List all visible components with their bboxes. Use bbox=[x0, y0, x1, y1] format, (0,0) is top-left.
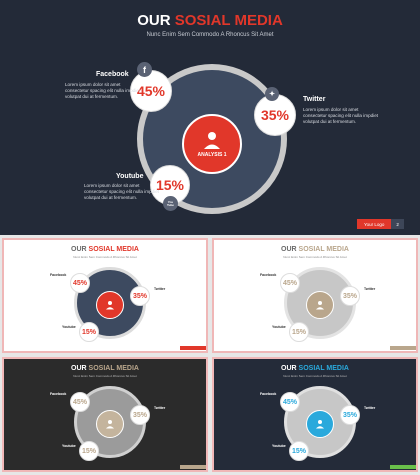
youtube-percent: 15% bbox=[291, 328, 306, 336]
user-icon bbox=[106, 301, 114, 310]
facebook-percent: 45% bbox=[282, 279, 297, 287]
title-prefix: OUR bbox=[71, 365, 87, 372]
facebook-percent-badge: 45% bbox=[280, 273, 300, 293]
facebook-description: Lorem ipsum dolor sit amet consectetur s… bbox=[65, 82, 141, 100]
twitter-icon: ✦ bbox=[265, 87, 279, 101]
title-prefix: OUR bbox=[71, 246, 87, 253]
title-accent: SOSIAL MEDIA bbox=[298, 365, 349, 372]
slide-title: OUR SOSIAL MEDIA bbox=[4, 246, 206, 253]
center-label: ANALYSIS 1 bbox=[197, 152, 227, 158]
slide-title: OUR SOSIAL MEDIA bbox=[4, 365, 206, 372]
logo-bar bbox=[180, 346, 206, 350]
thumbnail-light-red[interactable]: OUR SOSIAL MEDIA Nunc Enim Sem Commodo A… bbox=[2, 238, 208, 353]
youtube-percent-badge: 15% bbox=[289, 441, 309, 461]
youtube-label: Youtube bbox=[62, 325, 76, 329]
youtube-label: Youtube bbox=[272, 325, 286, 329]
facebook-percent-badge: 45% bbox=[130, 70, 172, 112]
title-prefix: OUR bbox=[281, 246, 297, 253]
title-accent: SOSIAL MEDIA bbox=[174, 12, 283, 29]
facebook-percent-badge: 45% bbox=[70, 392, 90, 412]
facebook-label: Facebook bbox=[260, 392, 277, 396]
facebook-percent: 45% bbox=[72, 398, 87, 406]
twitter-percent: 35% bbox=[260, 107, 290, 123]
youtube-percent: 15% bbox=[291, 447, 306, 455]
title-accent: SOSIAL MEDIA bbox=[88, 246, 139, 253]
facebook-percent-badge: 45% bbox=[280, 392, 300, 412]
title-prefix: OUR bbox=[281, 365, 297, 372]
twitter-percent: 35% bbox=[132, 411, 147, 419]
logo-bar bbox=[180, 465, 206, 469]
title-accent: SOSIAL MEDIA bbox=[88, 365, 139, 372]
slide-title: OUR SOSIAL MEDIA bbox=[214, 365, 416, 372]
thumbnail-light-beige[interactable]: OUR SOSIAL MEDIA Nunc Enim Sem Commodo A… bbox=[212, 238, 418, 353]
facebook-label: Facebook bbox=[50, 273, 67, 277]
logo-bar bbox=[390, 465, 416, 469]
thumbnail-navy-blue[interactable]: OUR SOSIAL MEDIA Nunc Enim Sem Commodo A… bbox=[212, 357, 418, 472]
youtube-percent-badge: 15% bbox=[79, 441, 99, 461]
main-slide: OUR SOSIAL MEDIA Nunc Enim Sem Commodo A… bbox=[0, 0, 420, 235]
facebook-percent-badge: 45% bbox=[70, 273, 90, 293]
twitter-label: Twitter bbox=[364, 406, 376, 410]
youtube-label: Youtube bbox=[116, 173, 144, 180]
youtube-percent: 15% bbox=[81, 447, 96, 455]
twitter-label: Twitter bbox=[154, 406, 166, 410]
slide-subtitle: Nunc Enim Sem Commodo A Rhoncus Sit Amet bbox=[73, 374, 137, 378]
user-icon bbox=[316, 420, 324, 429]
facebook-label: Facebook bbox=[50, 392, 67, 396]
facebook-label: Facebook bbox=[260, 273, 277, 277]
thumbnail-black-beige[interactable]: OUR SOSIAL MEDIA Nunc Enim Sem Commodo A… bbox=[2, 357, 208, 472]
twitter-percent: 35% bbox=[342, 292, 357, 300]
facebook-label: Facebook bbox=[96, 71, 129, 78]
twitter-label: Twitter bbox=[154, 287, 166, 291]
slide-subtitle: Nunc Enim Sem Commodo A Rhoncus Sit Amet bbox=[146, 32, 274, 38]
twitter-percent: 35% bbox=[342, 411, 357, 419]
user-icon bbox=[106, 420, 114, 429]
page-number: 2 bbox=[391, 219, 404, 229]
facebook-percent: 45% bbox=[72, 279, 87, 287]
youtube-percent: 15% bbox=[81, 328, 96, 336]
youtube-label: Youtube bbox=[62, 444, 76, 448]
twitter-percent: 35% bbox=[132, 292, 147, 300]
slide-title: OUR SOSIAL MEDIA bbox=[214, 246, 416, 253]
user-icon bbox=[316, 301, 324, 310]
twitter-percent-badge: 35% bbox=[130, 405, 150, 425]
twitter-percent-badge: 35% bbox=[340, 286, 360, 306]
slide-subtitle: Nunc Enim Sem Commodo A Rhoncus Sit Amet bbox=[283, 374, 347, 378]
slide-subtitle: Nunc Enim Sem Commodo A Rhoncus Sit Amet bbox=[73, 255, 137, 259]
youtube-percent-badge: 15% bbox=[289, 322, 309, 342]
analysis-center bbox=[306, 291, 334, 319]
analysis-center: ANALYSIS 1 bbox=[182, 114, 242, 174]
youtube-description: Lorem ipsum dolor sit amet consectetur s… bbox=[84, 183, 160, 201]
title-accent: SOSIAL MEDIA bbox=[298, 246, 349, 253]
slide-subtitle: Nunc Enim Sem Commodo A Rhoncus Sit Amet bbox=[283, 255, 347, 259]
youtube-icon: You Tube bbox=[163, 196, 178, 211]
analysis-center bbox=[96, 291, 124, 319]
facebook-icon: f bbox=[137, 62, 152, 77]
slide-title: OUR SOSIAL MEDIA bbox=[0, 12, 420, 29]
twitter-label: Twitter bbox=[303, 96, 326, 103]
youtube-label: Youtube bbox=[272, 444, 286, 448]
youtube-percent-badge: 15% bbox=[79, 322, 99, 342]
logo-bar bbox=[390, 346, 416, 350]
facebook-percent: 45% bbox=[136, 83, 166, 99]
analysis-center bbox=[306, 410, 334, 438]
twitter-percent-badge: 35% bbox=[130, 286, 150, 306]
facebook-percent: 45% bbox=[282, 398, 297, 406]
analysis-center bbox=[96, 410, 124, 438]
twitter-description: Lorem ipsum dolor sit amet consectetur s… bbox=[303, 107, 379, 125]
logo-text: Your Logo bbox=[357, 219, 392, 229]
user-icon bbox=[204, 132, 220, 149]
title-prefix: OUR bbox=[137, 12, 171, 29]
twitter-percent-badge: 35% bbox=[340, 405, 360, 425]
twitter-label: Twitter bbox=[364, 287, 376, 291]
youtube-percent: 15% bbox=[155, 177, 185, 193]
logo-bar: Your Logo 2 bbox=[357, 219, 404, 229]
